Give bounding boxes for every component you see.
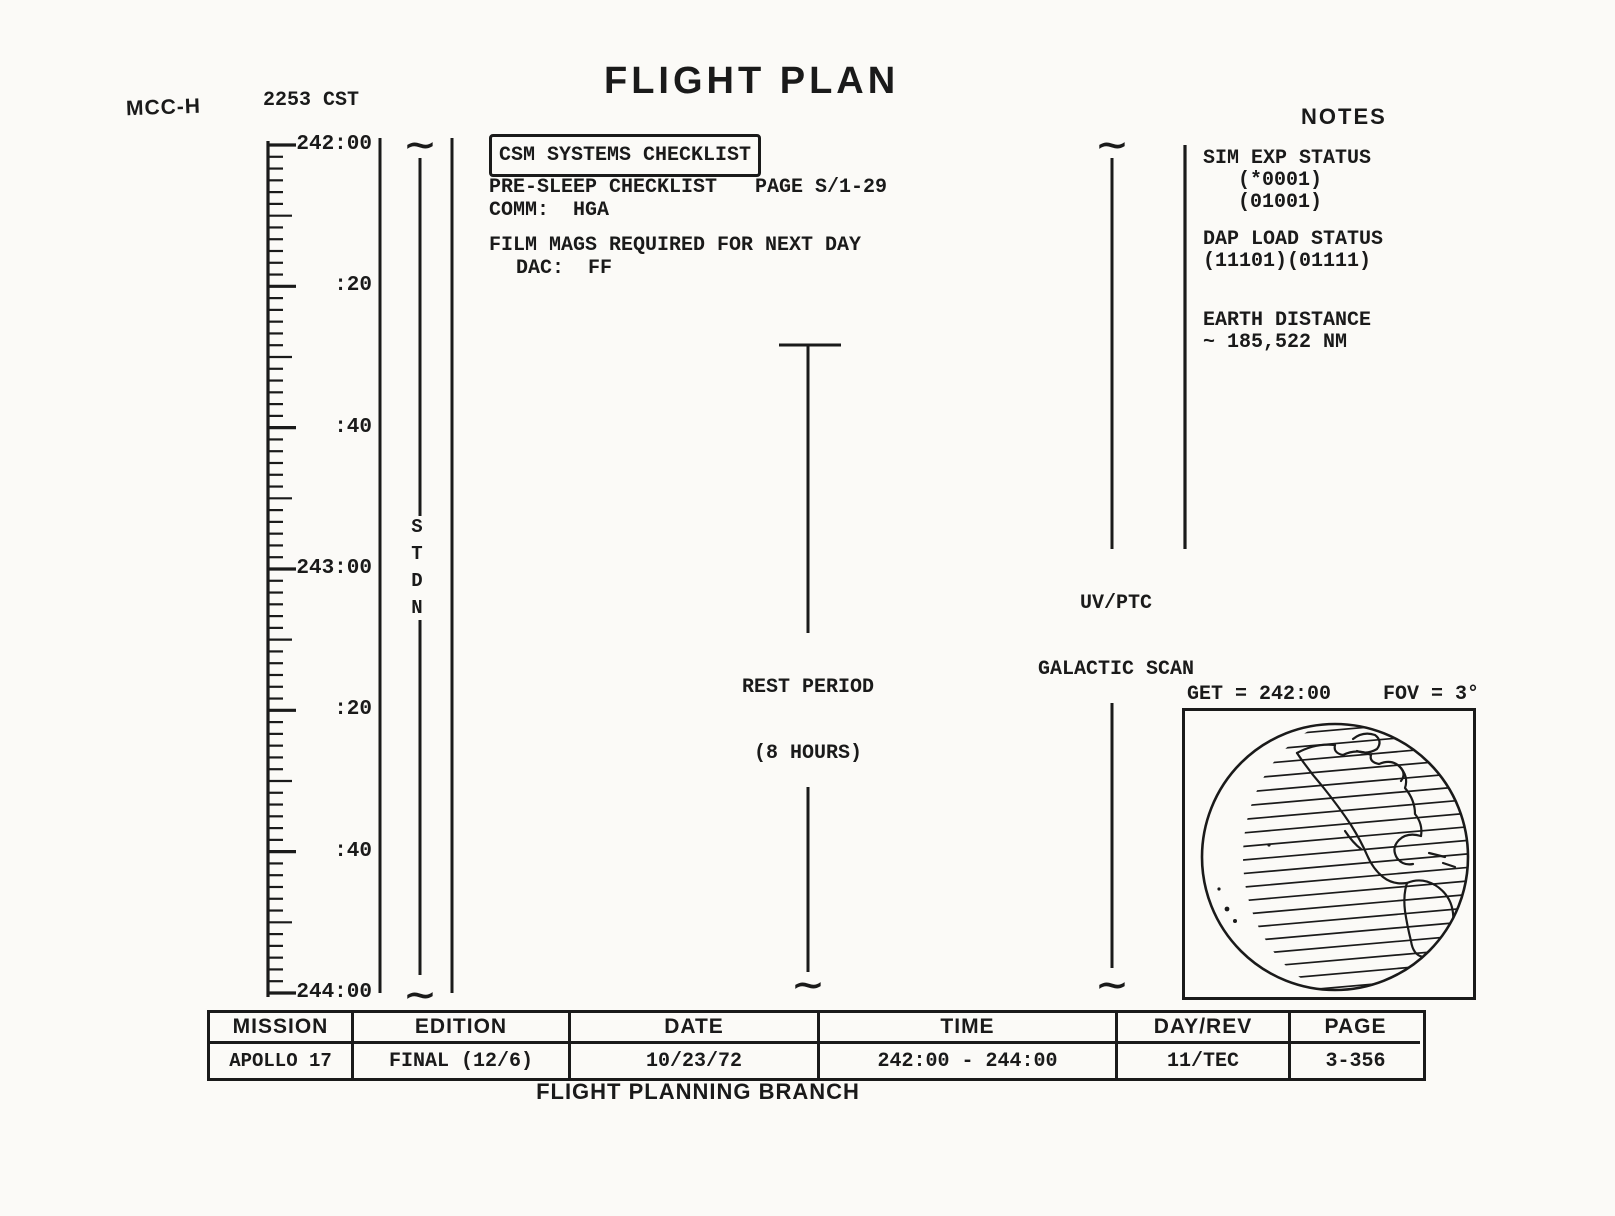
timeline-tick-label: :40	[334, 839, 372, 863]
get-label: GET = 242:00	[1187, 683, 1332, 706]
uv-ptc-galactic-scan-label: UV/PTC GALACTIC SCAN	[1030, 549, 1202, 703]
timeline-tick-label: 242:00	[296, 133, 372, 156]
pre-sleep-checklist-label: PRE-SLEEP CHECKLIST	[489, 176, 718, 199]
column-header-day-rev: DAY/REV	[1118, 1013, 1291, 1044]
film-mags-label: FILM MAGS REQUIRED FOR NEXT DAY	[489, 234, 862, 257]
mcc-h-label: MCC-H	[125, 94, 202, 121]
sim-exp-status-label: SIM EXP STATUS	[1203, 147, 1372, 170]
earth-distance-label: EARTH DISTANCE	[1203, 309, 1372, 332]
earth-distance-value: ~ 185,522 NM	[1203, 331, 1348, 354]
page-value: 3-356	[1325, 1049, 1386, 1073]
column-header-page: PAGE	[1291, 1013, 1420, 1044]
edition-value: FINAL (12/6)	[354, 1044, 571, 1078]
notes-title: NOTES	[1301, 104, 1387, 129]
comm-hga-label: COMM: HGA	[489, 199, 610, 222]
time-value: 242:00 - 244:00	[820, 1044, 1118, 1078]
uv-bottom-squiggle-icon: ~	[1095, 966, 1129, 1005]
pre-sleep-page-ref: PAGE S/1-29	[755, 176, 888, 199]
timeline-tick-label: 243:00	[296, 556, 372, 580]
column-header-mission: MISSION	[210, 1013, 354, 1044]
mission-value: APOLLO 17	[210, 1044, 354, 1078]
dac-ff-label: DAC: FF	[516, 257, 613, 280]
stdn-label: STDN	[406, 516, 432, 624]
fov-label: FOV = 3°	[1383, 683, 1480, 706]
csm-systems-checklist-box: CSM SYSTEMS CHECKLIST	[489, 134, 761, 177]
local-time-label: 2253 CST	[263, 89, 360, 112]
rest-bottom-squiggle-icon: ~	[791, 966, 825, 1005]
timeline-tick-label: :40	[334, 415, 372, 439]
rest-period-line1: REST PERIOD	[741, 676, 875, 699]
earth-globe-figure	[1182, 708, 1476, 1000]
sim-exp-status-value2: (01001)	[1238, 191, 1323, 214]
column-header-edition: EDITION	[354, 1013, 571, 1044]
timeline-tick-label: :20	[334, 274, 372, 298]
stdn-top-squiggle-icon: ~	[403, 126, 437, 165]
stdn-bottom-squiggle-icon: ~	[403, 976, 437, 1015]
dap-load-status-label: DAP LOAD STATUS	[1203, 228, 1384, 251]
sim-exp-status-value1: (*0001)	[1238, 169, 1323, 192]
flight-planning-branch-caption: FLIGHT PLANNING BRANCH	[536, 1079, 860, 1104]
timeline-tick-label: 244:00	[296, 980, 372, 1004]
rest-period-label: REST PERIOD (8 HOURS)	[715, 633, 901, 787]
column-header-time: TIME	[820, 1013, 1118, 1044]
column-header-date: DATE	[571, 1013, 820, 1044]
footer-table-header-row: MISSION EDITION DATE TIME DAY/REV PAGE	[210, 1013, 1423, 1044]
globe-outline	[1200, 722, 1470, 992]
rest-period-line2: (8 HOURS)	[753, 742, 863, 765]
footer-table: MISSION EDITION DATE TIME DAY/REV PAGE A…	[207, 1010, 1426, 1081]
dap-load-status-values: (11101)(01111)	[1203, 250, 1372, 273]
day-rev-value: 11/TEC	[1118, 1044, 1291, 1078]
earth-globe-drawing	[1200, 722, 1470, 992]
continent-outlines	[1295, 732, 1457, 959]
crescent-specks	[1217, 843, 1271, 923]
timeline-tick-label: :20	[334, 698, 372, 722]
uv-ptc-line1: UV/PTC	[1079, 592, 1152, 615]
date-value: 10/23/72	[571, 1044, 820, 1078]
page-title: FLIGHT PLAN	[604, 60, 900, 102]
uv-top-squiggle-icon: ~	[1095, 126, 1129, 165]
uv-ptc-line2: GALACTIC SCAN	[1037, 658, 1195, 681]
footer-table-value-row: APOLLO 17 FINAL (12/6) 10/23/72 242:00 -…	[210, 1044, 1423, 1078]
